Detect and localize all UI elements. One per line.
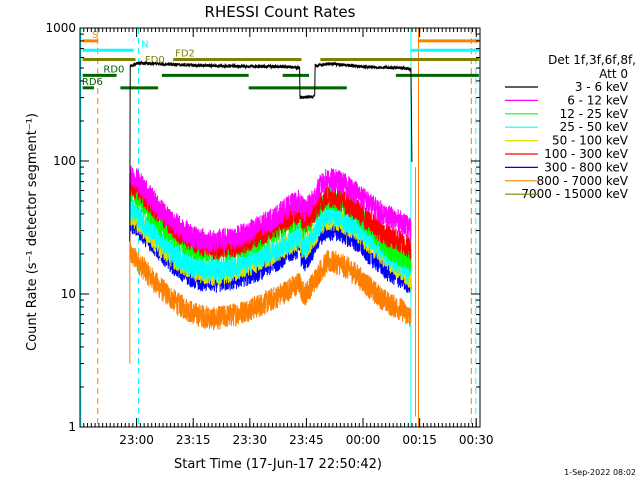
- y-tick-label: 100: [53, 154, 76, 168]
- series-line-6-12-kev: [129, 165, 412, 253]
- legend-label-3: 25 - 50 keV: [560, 120, 629, 134]
- series-line-3-6-kev: [129, 60, 413, 242]
- y-tick-label: 10: [61, 287, 76, 301]
- x-tick-label: 00:00: [346, 433, 381, 447]
- x-axis-label: Start Time (17-Jun-17 22:50:42): [174, 457, 382, 472]
- state-label-fd0: FD0: [145, 55, 165, 66]
- x-tick-label: 23:15: [176, 433, 211, 447]
- series-line-800-7000-kev: [129, 242, 412, 331]
- x-tick-label: 23:30: [233, 433, 268, 447]
- y-axis-label: Count Rate (s⁻¹ detector segment⁻¹): [25, 113, 40, 351]
- y-tick-label: 1000: [45, 21, 76, 35]
- legend-label-4: 50 - 100 keV: [552, 134, 629, 148]
- series-line-25-50-kev: [129, 197, 412, 284]
- legend-label-5: 100 - 300 keV: [544, 147, 628, 161]
- state-label-n: N: [141, 39, 148, 50]
- state-label-rd0: RD0: [103, 64, 124, 75]
- legend-label-2: 12 - 25 keV: [560, 107, 629, 121]
- x-tick-label: 00:15: [402, 433, 437, 447]
- legend-label-7: 800 - 7000 keV: [537, 174, 629, 188]
- chart-title: RHESSI Count Rates: [205, 3, 356, 21]
- x-tick-label: 00:30: [459, 433, 494, 447]
- legend-label-6: 300 - 800 keV: [544, 160, 628, 174]
- legend-label-0: 3 - 6 keV: [575, 80, 629, 94]
- legend-label-1: 6 - 12 keV: [567, 93, 629, 107]
- x-tick-label: 23:45: [289, 433, 324, 447]
- state-label-rd6: RD6: [82, 77, 103, 88]
- legend-label-8: 7000 - 15000 keV: [521, 187, 628, 201]
- footer-timestamp: 1-Sep-2022 08:02: [564, 468, 636, 477]
- legend-header-attenuator: Att 0: [599, 67, 628, 81]
- y-tick-label: 1: [68, 420, 76, 434]
- legend-header-detectors: Det 1f,3f,6f,8f,: [548, 53, 636, 67]
- state-label-s: S: [92, 30, 98, 41]
- state-label-fd2: FD2: [175, 48, 195, 59]
- x-tick-label: 23:00: [119, 433, 154, 447]
- axes: 1 10 100 1000 23:00 23:15 23:30 23:45 00:00 00:15…: [45, 21, 493, 447]
